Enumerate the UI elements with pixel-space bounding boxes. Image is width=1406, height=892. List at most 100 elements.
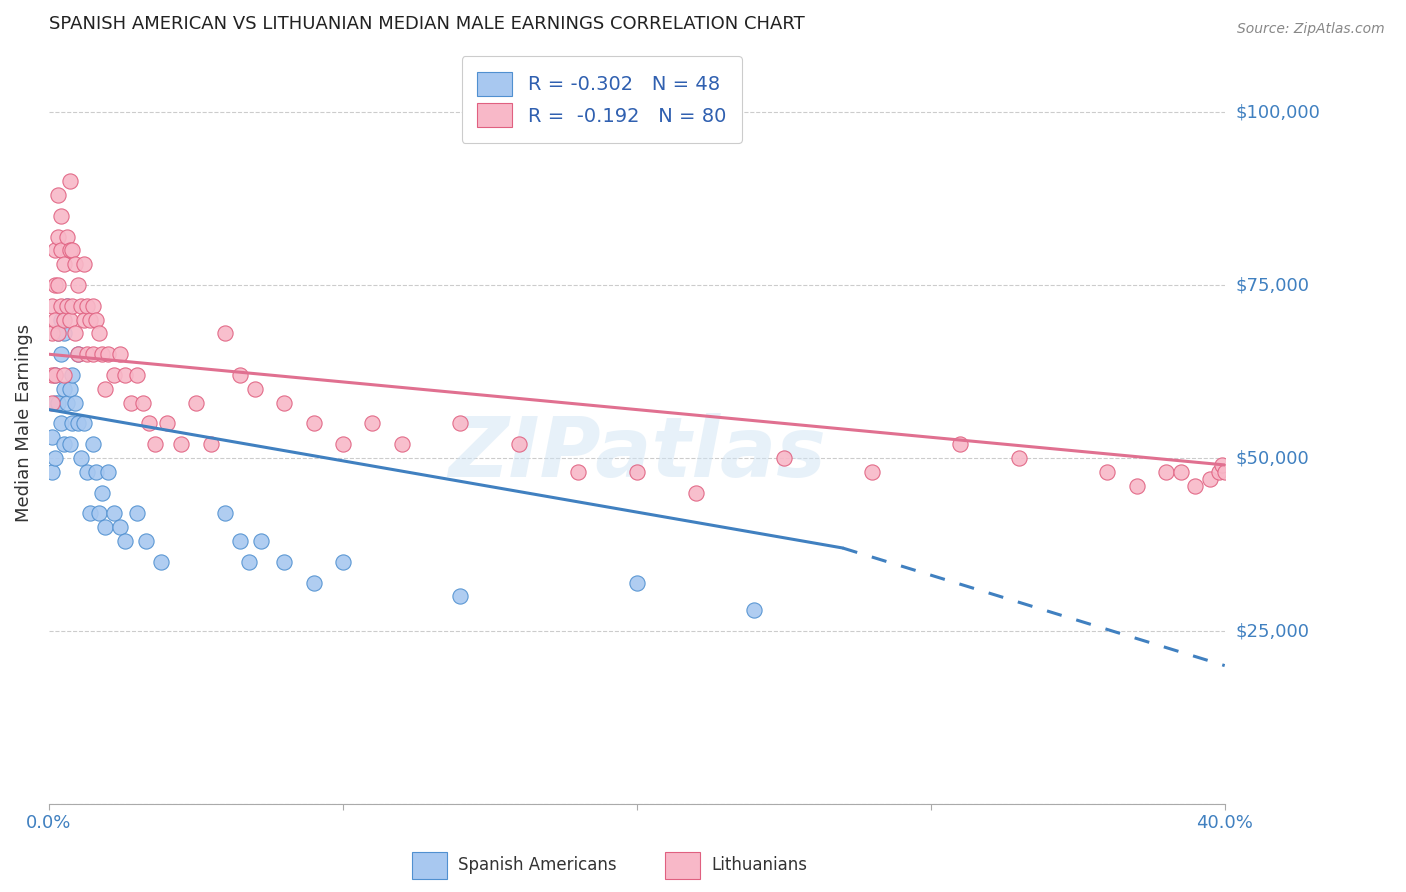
Legend: R = -0.302   N = 48, R =  -0.192   N = 80: R = -0.302 N = 48, R = -0.192 N = 80 [461,56,741,143]
Point [62,244,84,258]
Text: Lithuanians: Lithuanians [711,856,807,874]
Point [138,417,160,431]
Point [58,244,80,258]
Point [1125,479,1147,493]
Point [1154,465,1177,479]
Point [52,257,75,271]
Point [114,534,136,549]
Point [184,395,207,409]
Point [46,278,69,293]
Point [67,278,90,293]
Point [229,534,252,549]
Point [332,437,354,451]
Point [1170,465,1192,479]
Point [46,188,69,202]
Point [79,507,101,521]
Point [214,507,236,521]
Point [87,326,110,341]
Point [84,312,107,326]
Point [70,450,93,465]
Point [508,437,530,451]
Point [52,326,75,341]
Point [1184,479,1206,493]
Point [49,244,72,258]
Point [52,312,75,326]
Point [67,417,90,431]
Point [108,347,131,361]
Point [67,347,90,361]
Point [49,312,72,326]
Point [55,299,77,313]
Point [52,382,75,396]
Point [62,417,84,431]
Point [103,368,125,382]
Point [149,555,172,569]
Text: $25,000: $25,000 [1236,622,1310,640]
Point [273,395,295,409]
Point [108,520,131,534]
Point [132,395,155,409]
Point [49,209,72,223]
Point [361,417,384,431]
Text: Spanish Americans: Spanish Americans [458,856,617,874]
Point [82,437,104,451]
Text: Source: ZipAtlas.com: Source: ZipAtlas.com [1237,22,1385,37]
Point [860,465,883,479]
Y-axis label: Median Male Earnings: Median Male Earnings [15,325,32,523]
Point [94,520,117,534]
Point [302,575,325,590]
Point [44,395,66,409]
Point [114,368,136,382]
Point [170,437,193,451]
Point [143,437,166,451]
Point [73,417,96,431]
Point [82,299,104,313]
Point [84,465,107,479]
Point [41,395,63,409]
Point [76,347,98,361]
Point [302,417,325,431]
Point [58,312,80,326]
Point [214,326,236,341]
Text: $50,000: $50,000 [1236,449,1309,467]
Point [46,326,69,341]
Point [62,299,84,313]
Text: $100,000: $100,000 [1236,103,1320,121]
Point [58,174,80,188]
Point [49,347,72,361]
Point [41,368,63,382]
Point [949,437,972,451]
Point [200,437,222,451]
Point [127,368,149,382]
Point [1211,458,1233,472]
Point [97,347,120,361]
Point [1208,465,1230,479]
Point [97,465,120,479]
Point [67,347,90,361]
Point [772,450,794,465]
Point [44,450,66,465]
Point [46,395,69,409]
Point [76,299,98,313]
Point [273,555,295,569]
Point [46,229,69,244]
Point [52,437,75,451]
Point [1095,465,1118,479]
Point [626,465,648,479]
Point [55,229,77,244]
Point [243,382,266,396]
Point [70,299,93,313]
Point [44,312,66,326]
Point [52,368,75,382]
Point [626,575,648,590]
Point [332,555,354,569]
Point [238,555,260,569]
Text: $75,000: $75,000 [1236,276,1310,294]
Point [44,368,66,382]
Point [73,312,96,326]
Point [55,395,77,409]
Point [685,485,707,500]
Point [41,465,63,479]
Point [82,347,104,361]
Point [1008,450,1031,465]
